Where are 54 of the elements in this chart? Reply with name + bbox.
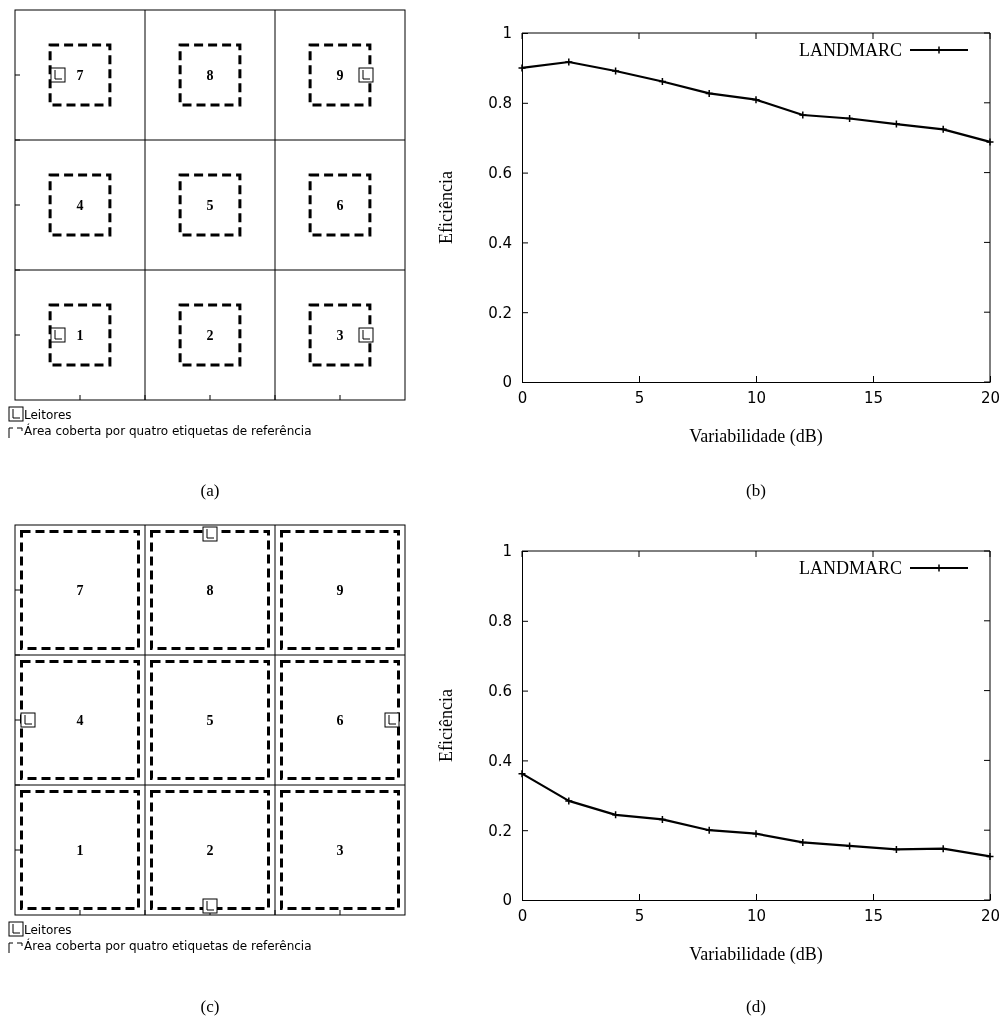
y-tick-label: 1 xyxy=(502,24,512,43)
y-tick-label: 0 xyxy=(502,373,512,392)
text: 3 xyxy=(336,328,344,343)
text: (b) xyxy=(746,481,766,500)
legend-label: LANDMARC xyxy=(798,558,902,578)
x-tick-label: 15 xyxy=(863,906,884,925)
text: 9 xyxy=(336,583,344,598)
text: 2 xyxy=(206,843,214,858)
text: (c) xyxy=(200,997,220,1016)
x-axis-title: Variabilidade (dB) xyxy=(689,944,823,965)
legend-label: LANDMARC xyxy=(798,40,902,60)
x-tick-label: 20 xyxy=(980,906,1001,925)
x-tick-label: 20 xyxy=(980,388,1001,407)
text: 1 xyxy=(76,328,84,343)
text: 6 xyxy=(336,198,344,213)
text: 4 xyxy=(76,198,84,213)
x-tick-label: 0 xyxy=(517,906,528,925)
text: 9 xyxy=(336,68,344,83)
y-tick-label: 1 xyxy=(502,542,512,561)
text: 7 xyxy=(76,583,84,598)
x-tick-label: 10 xyxy=(746,906,767,925)
x-tick-label: 0 xyxy=(517,388,528,407)
x-tick-label: 10 xyxy=(746,388,767,407)
text: 5 xyxy=(206,198,214,213)
y-tick-label: 0.6 xyxy=(488,681,512,700)
text: 3 xyxy=(336,843,344,858)
y-tick-label: 0.8 xyxy=(488,94,512,113)
y-tick-label: 0.8 xyxy=(488,612,512,631)
text: Leitores xyxy=(24,923,72,937)
text: Leitores xyxy=(24,408,72,422)
y-tick-label: 0.6 xyxy=(488,163,512,182)
text: (a) xyxy=(200,481,220,500)
text: 1 xyxy=(76,843,84,858)
y-tick-label: 0.4 xyxy=(488,751,512,770)
y-axis-title: Eficiência xyxy=(436,171,456,244)
text: 5 xyxy=(206,713,214,728)
text: Área coberta por quatro etiquetas de referência xyxy=(24,423,312,438)
x-tick-label: 15 xyxy=(863,388,884,407)
y-tick-label: 0 xyxy=(502,891,512,910)
x-axis-title: Variabilidade (dB) xyxy=(689,426,823,447)
text: (d) xyxy=(746,997,766,1016)
text: 4 xyxy=(76,713,84,728)
text: 8 xyxy=(206,583,214,598)
y-tick-label: 0.4 xyxy=(488,233,512,252)
x-tick-label: 5 xyxy=(634,388,645,407)
y-tick-label: 0.2 xyxy=(488,821,512,840)
text: 7 xyxy=(76,68,84,83)
text: 2 xyxy=(206,328,214,343)
text: 6 xyxy=(336,713,344,728)
text: Área coberta por quatro etiquetas de referência xyxy=(24,938,312,953)
y-tick-label: 0.2 xyxy=(488,303,512,322)
x-tick-label: 5 xyxy=(634,906,645,925)
y-axis-title: Eficiência xyxy=(436,689,456,762)
text: 8 xyxy=(206,68,214,83)
